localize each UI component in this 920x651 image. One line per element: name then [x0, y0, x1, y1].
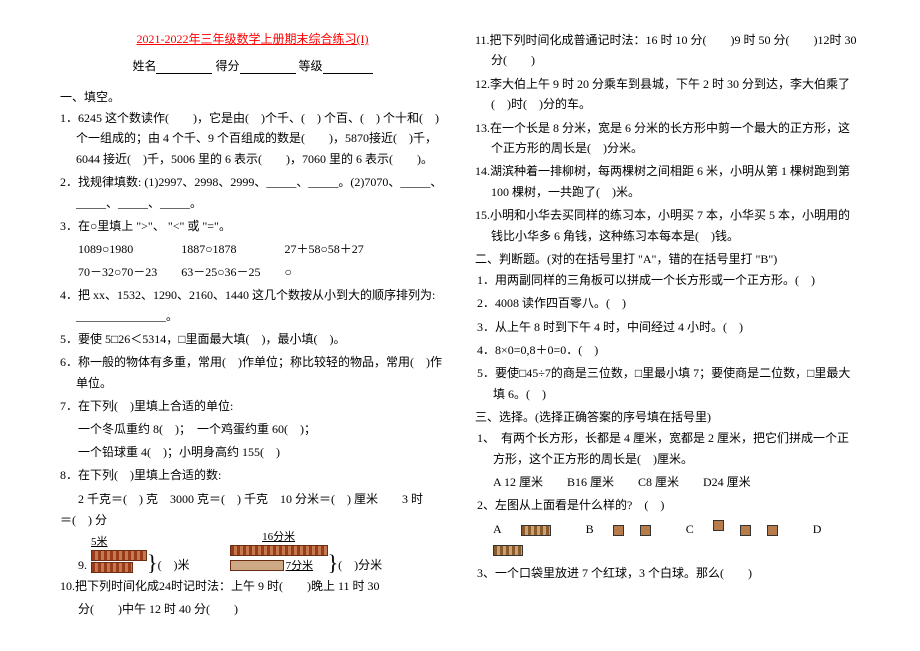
brace-icon: } — [147, 553, 158, 573]
shape-icon — [493, 545, 523, 556]
j4: 4．8×0=0,8＋0=0．( ) — [475, 340, 860, 360]
shape-icon — [521, 525, 551, 536]
q9-right-label2: 7分米 — [286, 557, 314, 573]
blank-name — [156, 61, 212, 74]
q9-paren-m: ( )米 — [158, 556, 190, 573]
blank-score — [240, 61, 296, 74]
q3-line1: 1089○1980 1887○1878 27＋58○58＋27 — [78, 239, 445, 259]
shape-icon — [767, 525, 778, 536]
c2-opts: A B C D — [493, 519, 860, 560]
q6: 6．称一般的物体有多重，常用( )作单位；称比较轻的物品，常用( )作单位。 — [60, 352, 445, 393]
q7-a: 一个冬瓜重约 8( )； 一个鸡蛋约重 60( )； — [78, 419, 445, 439]
q10: 10.把下列时间化成24时记时法：上午 9 时( )晚上 11 时 30 — [60, 576, 445, 596]
c3: 3、一个口袋里放进 7 个红球，3 个白球。那么( ) — [475, 563, 860, 583]
q9-right-label1: 16分米 — [230, 528, 328, 544]
opt-a: A — [493, 522, 567, 536]
q1: 1．6245 这个数读作( )，它是由( )个千、( ) 个百、( ) 个十和(… — [60, 108, 445, 169]
c2: 2、左图从上面看是什么样的? ( ) — [475, 495, 860, 515]
brace-icon: } — [328, 553, 339, 573]
q9-paren-dm: ( )分米 — [338, 556, 382, 573]
j1: 1．用两副同样的三角板可以拼成一个长方形或一个正方形。( ) — [475, 270, 860, 290]
name-line: 姓名 得分 等级 — [60, 57, 445, 74]
blank-grade — [323, 61, 373, 74]
q8-head: 8．在下列( )里填上合适的数: — [60, 465, 445, 485]
c1: 1、 有两个长方形，长都是 4 厘米，宽都是 2 厘米，把它们拼成一个正方形，这… — [475, 428, 860, 469]
q8-b: ＝( ) 分 — [60, 511, 445, 528]
q7-b: 一个铅球重 4( )；小明身高约 155( ) — [78, 442, 445, 462]
q15: 15.小明和小华去买同样的练习本，小明买 7 本，小华买 5 本，小明用的钱比小… — [475, 205, 860, 246]
q9-prefix: 9. — [78, 558, 87, 573]
q5: 5．要使 5□26＜5314，□里面最大填( )，最小填( )。 — [60, 329, 445, 349]
q2: 2．找规律填数: (1)2997、2998、2999、_____、_____。(… — [60, 172, 445, 213]
j3: 3．从上午 8 时到下午 4 时，中间经过 4 小时。( ) — [475, 317, 860, 337]
label-name: 姓名 — [132, 59, 156, 73]
shape-icon — [713, 520, 724, 531]
label-score: 得分 — [215, 59, 239, 73]
q10b: 分( )中午 12 时 40 分( ) — [78, 599, 445, 619]
bar-icon — [91, 562, 133, 573]
q3-head: 3．在○里填上 ">"、 "<" 或 "="。 — [60, 216, 445, 236]
label-grade: 等级 — [299, 59, 323, 73]
q9-figure: 9. 5米 } ( )米 16分米 7分米 } ( )分米 — [60, 528, 445, 573]
doc-title: 2021-2022年三年级数学上册期末综合练习(I) — [60, 30, 445, 47]
j2: 2．4008 读作四百零八。( ) — [475, 293, 860, 313]
q4: 4．把 xx、1532、1290、2160、1440 这几个数按从小到大的顺序排… — [60, 285, 445, 326]
q11: 11.把下列时间化成普通记时法：16 时 10 分( )9 时 50 分( )1… — [475, 30, 860, 71]
opt-c: C — [686, 522, 794, 536]
shape-icon — [613, 525, 624, 536]
q9-left-label: 5米 — [91, 533, 147, 549]
section-2-heading: 二、判断题。(对的在括号里打 "A"，错的在括号里打 "B") — [475, 250, 860, 267]
opt-b: B — [586, 522, 667, 536]
shape-icon — [740, 525, 751, 536]
q13: 13.在一个长是 8 分米，宽是 6 分米的长方形中剪一个最大的正方形，这个正方… — [475, 118, 860, 159]
section-1-heading: 一、填空。 — [60, 88, 445, 105]
q3-line2: 70－32○70－23 63－25○36－25 ○ — [78, 262, 445, 282]
section-3-heading: 三、选择。(选择正确答案的序号填在括号里) — [475, 408, 860, 425]
bar-icon — [230, 560, 284, 571]
shape-icon — [640, 525, 651, 536]
bar-icon — [91, 550, 147, 561]
q12: 12.李大伯上午 9 时 20 分乘车到县城，下午 2 时 30 分到达，李大伯… — [475, 74, 860, 115]
q14: 14.湖滨种着一排柳树，每两棵树之间相距 6 米，小明从第 1 棵树跑到第 10… — [475, 161, 860, 202]
bar-icon — [230, 545, 328, 556]
j5: 5．要使□45÷7的商是三位数，□里最小填 7；要使商是二位数，□里最大填 6。… — [475, 363, 860, 404]
c1-opts: A 12 厘米 B16 厘米 C8 厘米 D24 厘米 — [493, 472, 860, 492]
q7-head: 7．在下列( )里填上合适的单位: — [60, 396, 445, 416]
q8-a: 2 千克＝( ) 克 3000 克＝( ) 千克 10 分米＝( ) 厘米 3 … — [78, 489, 445, 509]
